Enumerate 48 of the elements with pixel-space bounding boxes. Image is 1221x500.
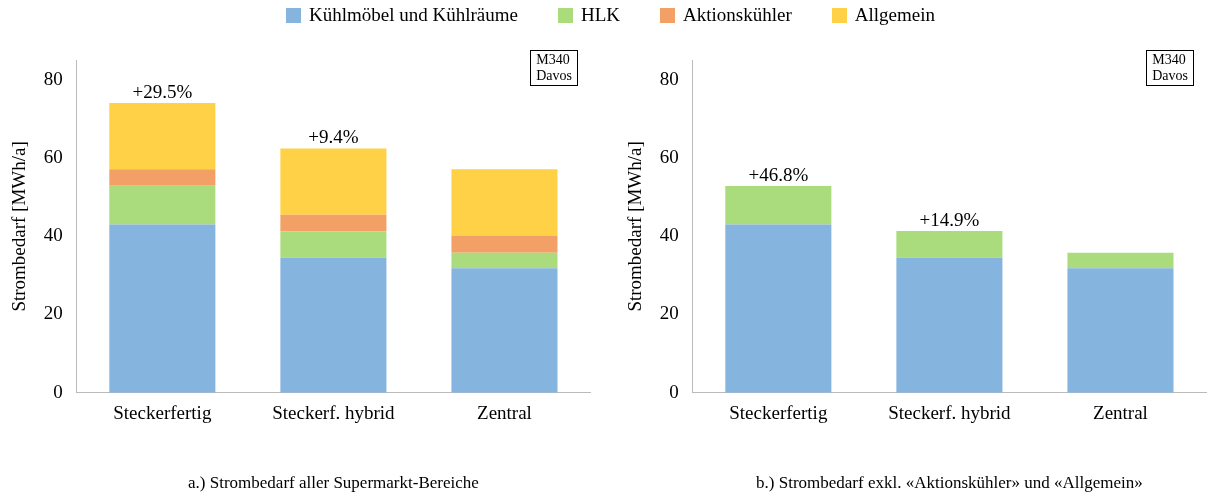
bar [1067,252,1174,269]
y-tick-label: 20 [659,302,679,324]
bar [280,231,387,258]
y-tick-label: 0 [669,380,679,402]
y-tick-label: 80 [659,67,679,89]
y-tick-label: 0 [53,380,63,402]
bar [451,235,558,253]
x-tick-label: Steckerfertig [729,402,828,424]
legend-label: Kühlmöbel und Kühlräume [309,4,518,26]
bar [725,186,832,225]
annotation: +29.5% [132,80,193,102]
y-tick-label: 60 [659,145,679,167]
bar [280,257,387,393]
bar [109,185,216,225]
bar [109,224,216,393]
bar [896,231,1003,258]
y-tick-label: 60 [43,145,63,167]
annotation: +46.8% [748,163,809,185]
x-tick-label: Zentral [1093,402,1148,424]
y-tick-label: 40 [43,224,63,246]
y-axis-title: Strombedarf [MWh/a] [624,141,646,312]
bar [896,257,1003,393]
x-tick-label: Steckerf. hybrid [888,402,1012,424]
note-box: M340 Davos [530,50,578,86]
bar [109,103,216,170]
x-axis-title: b.) Strombedarf exkl. «Aktionskühler» und «Allgemein» [756,473,1143,493]
annotation: +14.9% [919,208,980,230]
bar [280,214,387,232]
bar [451,268,558,393]
bar [451,169,558,236]
y-axis-title: Strombedarf [MWh/a] [8,141,30,312]
bar [725,224,832,393]
annotation: +9.4% [308,125,359,147]
bar [451,252,558,269]
legend-label: HLK [580,4,621,26]
legend-label: Aktionskühler [683,4,792,26]
y-tick-label: 80 [43,67,63,89]
y-tick-label: 40 [659,224,679,246]
x-tick-label: Steckerf. hybrid [272,402,396,424]
bar [280,148,387,215]
y-tick-label: 20 [43,302,63,324]
note-box: M340 Davos [1146,50,1194,86]
x-tick-label: Steckerfertig [113,402,212,424]
x-axis-title: a.) Strombedarf aller Supermarkt-Bereiche [188,473,479,493]
bar [109,169,216,186]
x-tick-label: Zentral [477,402,532,424]
legend-label: Allgemein [854,4,935,26]
bar [1067,268,1174,393]
